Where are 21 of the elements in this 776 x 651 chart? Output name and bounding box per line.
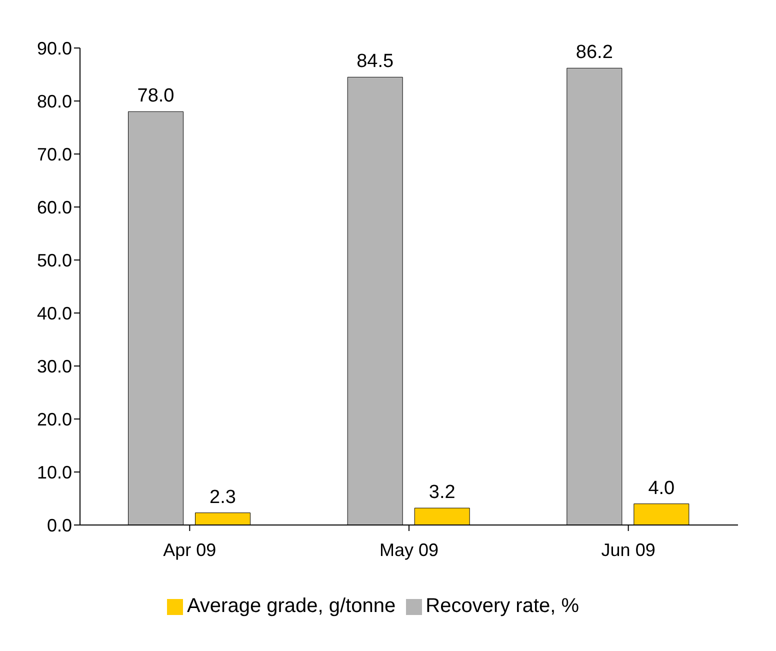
legend-label: Average grade, g/tonne bbox=[186, 595, 396, 617]
data-label: 84.5 bbox=[356, 51, 394, 72]
y-tick-label: 80.0 bbox=[36, 91, 72, 112]
y-tick-label: 70.0 bbox=[36, 144, 72, 164]
x-tick-label: May 09 bbox=[379, 540, 439, 560]
data-label: 2.3 bbox=[210, 486, 236, 508]
legend-label: Recovery rate, % bbox=[426, 595, 580, 617]
y-tick-label: 60.0 bbox=[36, 197, 72, 218]
data-label: 78.0 bbox=[137, 86, 174, 107]
data-label: 86.2 bbox=[576, 42, 613, 64]
data-label: 4.0 bbox=[648, 478, 675, 499]
y-tick-label: 0.0 bbox=[46, 515, 72, 536]
y-tick-label: 40.0 bbox=[36, 303, 72, 324]
x-tick-label: Jun 09 bbox=[601, 540, 656, 560]
y-tick-label: 50.0 bbox=[36, 250, 72, 270]
x-tick-label: Apr 09 bbox=[163, 540, 216, 560]
data-label: 3.2 bbox=[428, 482, 456, 504]
y-tick-label: 10.0 bbox=[36, 462, 72, 482]
y-tick-label: 90.0 bbox=[36, 38, 72, 58]
y-tick-label: 20.0 bbox=[36, 409, 72, 430]
y-tick-label: 30.0 bbox=[36, 356, 72, 376]
